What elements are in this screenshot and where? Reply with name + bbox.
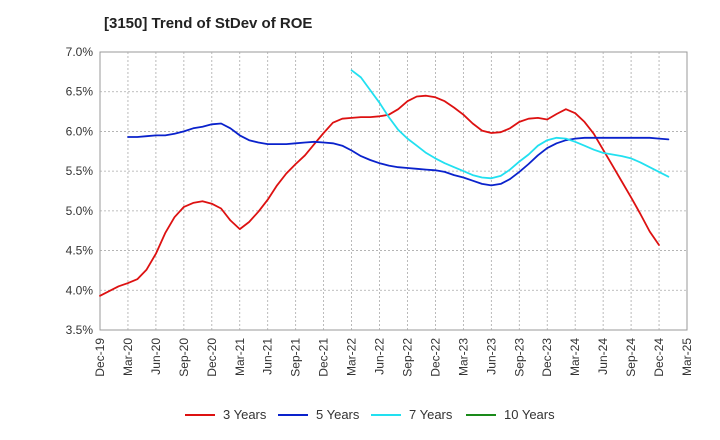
- legend-label: 3 Years: [223, 407, 267, 422]
- series-line-7-years: [350, 69, 670, 180]
- y-tick-label: 5.5%: [66, 164, 94, 178]
- legend-label: 5 Years: [316, 407, 360, 422]
- y-axis: 3.5% 4.0% 4.5% 5.0% 5.5% 6.0% 6.5% 7.0%: [66, 45, 94, 337]
- legend-label: 7 Years: [409, 407, 453, 422]
- x-tick-label: Mar-21: [233, 338, 247, 376]
- chart-title: [3150] Trend of StDev of ROE: [104, 15, 312, 32]
- x-tick-label: Jun-21: [261, 338, 275, 375]
- x-tick-label: Sep-21: [289, 338, 303, 377]
- x-tick-label: Dec-19: [93, 338, 107, 377]
- y-tick-label: 6.5%: [66, 85, 94, 99]
- x-tick-label: Jun-22: [373, 338, 387, 375]
- x-tick-label: Sep-23: [512, 338, 526, 377]
- series-line-3-years: [99, 94, 660, 297]
- x-tick-label: Jun-24: [596, 338, 610, 375]
- y-tick-label: 3.5%: [66, 323, 94, 337]
- x-tick-label: Dec-23: [540, 338, 554, 377]
- x-tick-label: Jun-23: [484, 338, 498, 375]
- legend-label: 10 Years: [504, 407, 555, 422]
- x-tick-label: Dec-24: [652, 338, 666, 377]
- x-tick-label: Sep-24: [624, 338, 638, 377]
- series-lines: [99, 69, 670, 297]
- legend: 3 Years 5 Years 7 Years 10 Years: [185, 407, 555, 422]
- y-tick-label: 6.0%: [66, 124, 94, 138]
- x-axis: Dec-19 Mar-20 Jun-20 Sep-20 Dec-20 Mar-21 Jun-…: [93, 338, 694, 377]
- y-tick-label: 4.5%: [66, 244, 94, 258]
- y-tick-label: 5.0%: [66, 204, 94, 218]
- plot-area: [99, 51, 688, 331]
- y-tick-label: 4.0%: [66, 283, 94, 297]
- x-tick-label: Dec-22: [428, 338, 442, 377]
- x-tick-label: Sep-22: [400, 338, 414, 377]
- series-line-5-years: [127, 122, 670, 187]
- x-tick-label: Sep-20: [177, 338, 191, 377]
- x-tick-label: Dec-20: [205, 338, 219, 377]
- x-tick-label: Mar-20: [121, 338, 135, 376]
- x-tick-label: Mar-22: [345, 338, 359, 376]
- x-tick-label: Mar-24: [568, 338, 582, 376]
- x-tick-label: Mar-23: [456, 338, 470, 376]
- gridlines: [100, 52, 687, 330]
- x-tick-label: Jun-20: [149, 338, 163, 375]
- y-tick-label: 7.0%: [66, 45, 94, 59]
- x-tick-label: Dec-21: [317, 338, 331, 377]
- x-tick-label: Mar-25: [680, 338, 694, 376]
